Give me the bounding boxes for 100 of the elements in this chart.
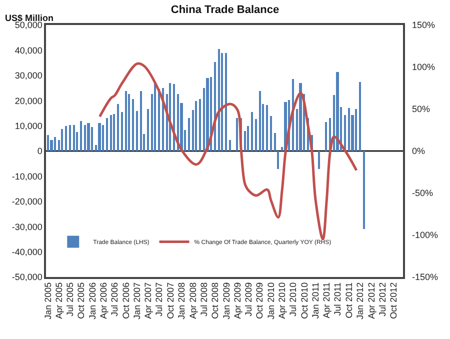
bar [270,116,272,151]
x-tick-label: Apr 2007 [143,282,154,319]
bar [214,62,216,151]
bar [229,140,231,151]
line-series [98,62,358,240]
y2-tick-label: 100% [412,62,436,72]
bar [344,115,346,151]
bar [259,91,261,151]
y2-tick-label: -50% [412,188,434,198]
x-tick-label: Apr 2005 [54,282,64,319]
bar [140,91,142,151]
bar [136,111,138,151]
x-tick-label: Jan 2012 [355,282,366,320]
x-tick-label: Jul 2007 [154,282,164,316]
y2-tick-label: 50% [412,104,430,114]
x-tick-label: Oct 2009 [254,282,265,319]
bar [73,125,75,151]
y-tick-label: 50,000 [14,20,42,30]
y2-tick-label: -100% [412,230,438,240]
bar [363,151,365,229]
bar [125,91,127,151]
x-tick-label: Oct 2011 [344,282,354,318]
x-tick-label: Jan 2007 [132,282,142,320]
x-tick-label: Jan 2006 [87,282,98,320]
x-tick-label: Jul 2010 [288,282,298,316]
x-tick-label: Oct 2005 [76,282,86,319]
bar [154,83,156,151]
bar [84,125,86,151]
x-tick-label: Oct 2010 [299,282,310,319]
x-tick-label: Jul 2006 [110,282,120,316]
bar [113,114,115,151]
bar [65,126,67,151]
bar [132,99,134,151]
x-tick-label: Jan 2008 [176,282,187,320]
bar [54,137,56,151]
y-tick-label: -40,000 [12,246,42,257]
y2-tick-label: 0% [412,146,426,156]
bar [110,115,112,151]
bar [247,126,249,151]
x-tick-label: Oct 2008 [210,282,220,319]
x-tick-label: Oct 2007 [165,282,176,319]
x-tick-label: Jan 2009 [221,282,232,320]
bar [274,133,276,151]
bar [188,118,190,151]
y2-tick-label: 150% [412,20,436,30]
bar [251,112,253,151]
bar [348,108,350,151]
y-tick-label: -10,000 [12,171,42,182]
bar [199,99,201,151]
bar [266,105,268,151]
bar [158,89,160,151]
x-tick-label: Apr 2006 [98,282,108,319]
bar [277,151,279,169]
x-tick-label: Jul 2012 [377,282,388,316]
bar [121,112,123,151]
y-tick-label: -30,000 [12,222,42,232]
y-tick-label: 10,000 [14,120,42,131]
bar [91,127,93,151]
x-tick-label: Oct 2012 [388,282,399,319]
y-tick-label: 30,000 [14,70,42,81]
bar [106,118,108,151]
bar [61,129,63,151]
bar [147,109,149,151]
bar [218,49,220,151]
bar [221,53,223,151]
x-tick-label: Apr 2008 [188,282,198,319]
x-tick-label: Jul 2005 [64,282,75,316]
y-tick-label: -20,000 [12,196,42,207]
bar [336,72,339,151]
y-tick-label: -50,000 [12,272,42,282]
chart-title: China Trade Balance [170,4,280,16]
bar [117,104,119,151]
y-tick-label: 0 [37,146,42,156]
bar [318,151,320,169]
x-tick-label: Jul 2008 [198,282,209,316]
y-tick-label: 40,000 [14,45,42,56]
y2-tick-label: -150% [412,272,438,282]
x-tick-label: Oct 2006 [120,282,131,319]
bar [359,82,361,151]
bar [325,122,327,151]
bar [128,94,130,151]
bar [102,125,104,151]
x-tick-label: Apr 2010 [276,282,287,319]
x-tick-label: Apr 2012 [366,282,376,319]
bar [225,53,227,151]
bar [87,123,90,151]
bar [98,123,101,151]
y-tick-label: 20,000 [14,96,42,106]
x-tick-label: Jul 2009 [243,282,254,316]
bar [255,119,257,151]
x-tick-label: Apr 2011 [322,282,332,318]
bar [236,118,238,151]
bar [69,125,71,151]
x-tick-label: Jan 2005 [42,282,53,320]
x-tick-label: Jan 2010 [266,282,276,320]
bar [299,83,302,151]
y-axis-title: US$ Million [5,13,54,23]
x-tick-label: Jan 2011 [310,282,321,319]
bar [355,109,357,151]
bar [206,78,209,151]
